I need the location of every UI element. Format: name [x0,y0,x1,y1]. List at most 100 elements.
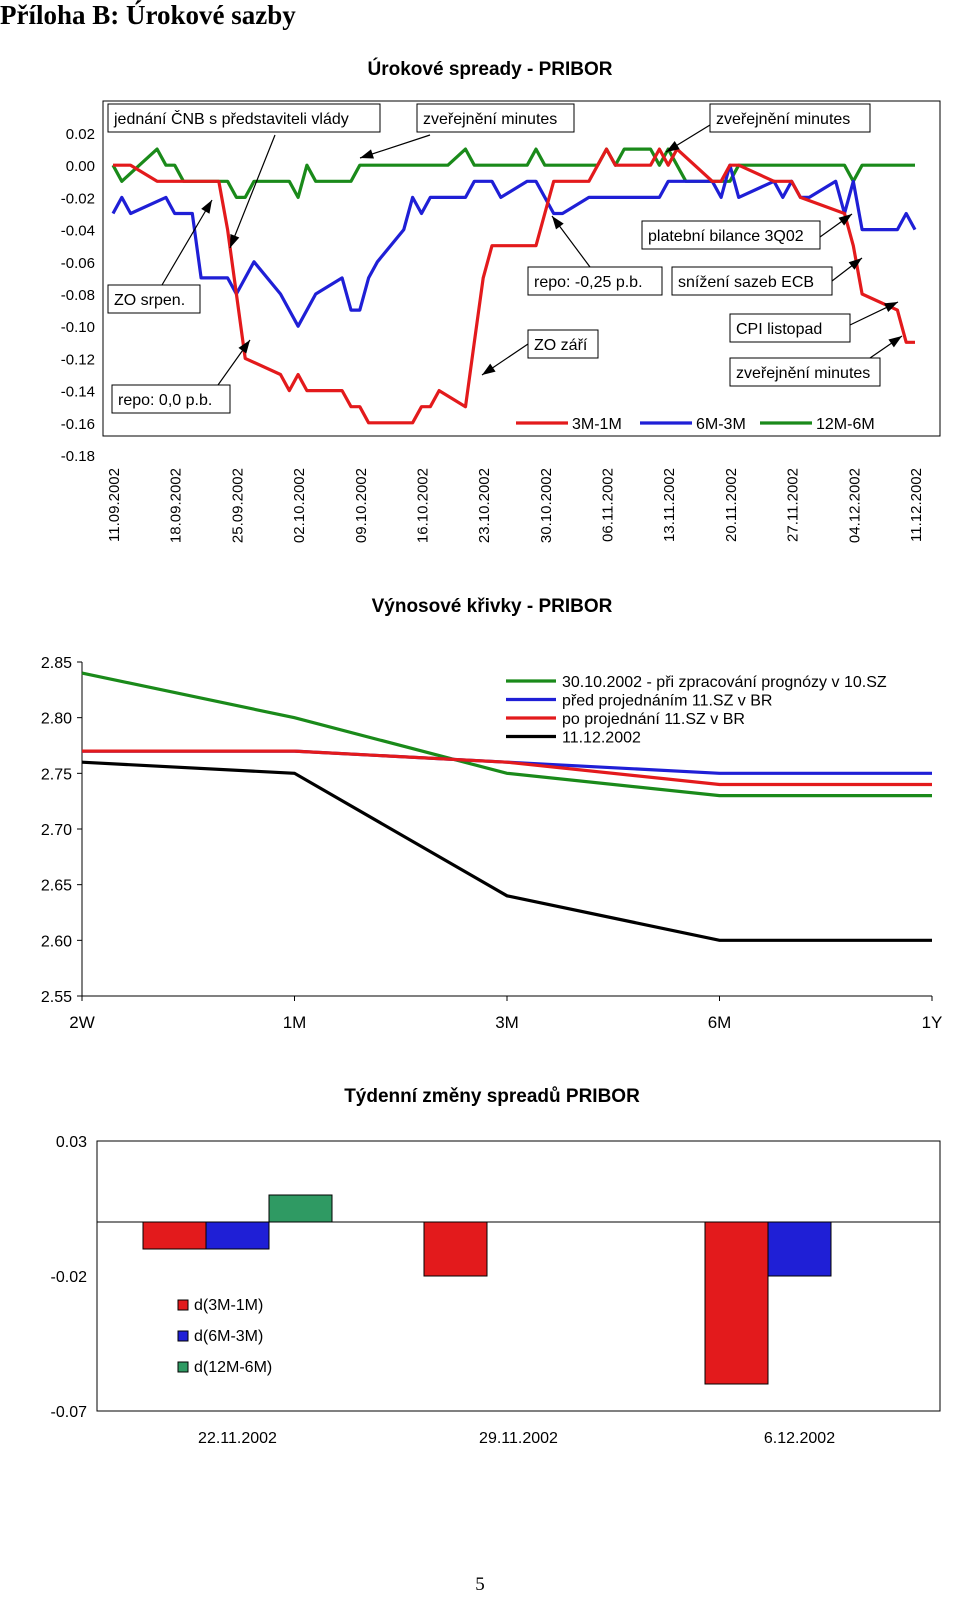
annotation-box [107,284,201,314]
page-heading: Příloha B: Úrokové sazby [0,0,296,30]
spreads-series-line-3M-1M [113,147,915,425]
weekly-bar [423,1221,488,1277]
weekly-bar [205,1221,270,1250]
weekly-legend-label: d(6M-3M) [194,1328,263,1345]
annotation-box [111,384,231,414]
annotation-arrow-head [482,363,496,375]
spreads-y-tick-label: -0.02 [61,190,95,207]
annotation-box [416,103,575,133]
yield-y-tick-label: 2.70 [41,822,72,839]
weekly-x-tick-label: 6.12.2002 [764,1430,835,1447]
page-number: 5 [475,1574,485,1595]
weekly-y-tick-label: -0.02 [51,1269,88,1286]
yield-x-tick-label: 1Y [922,1013,943,1032]
spreads-y-tick-label: -0.16 [61,416,95,433]
annotation-label: snížení sazeb ECB [678,274,814,291]
spreads-x-tick-label: 11.09.2002 [106,468,123,542]
annotation-box [527,266,663,296]
yield-y-tick-label: 2.75 [41,766,72,783]
yield-y-tick-label: 2.80 [41,711,72,728]
spreads-x-tick-label: 18.09.2002 [168,468,185,543]
annotation-box [729,313,851,343]
spreads-x-tick-label: 11.12.2002 [908,468,925,542]
spreads-x-tick-label: 20.11.2002 [723,468,740,542]
annotation-arrow-head [838,214,852,226]
annotation-arrow-line [229,134,276,249]
annotation-label: platební bilance 3Q02 [648,228,804,245]
annotation-box [641,220,821,250]
annotation-arrow-head [888,336,902,348]
yield-y-tick-label: 2.60 [41,933,72,950]
spreads-x-tick-label: 04.12.2002 [846,468,863,543]
annotation-box [107,103,381,133]
yield-curve-chart-title: Výnosové křivky - PRIBOR [372,596,613,617]
annotation-label: zveřejnění minutes [736,365,870,382]
weekly-bar [268,1194,333,1223]
spreads-legend-label: 6M-3M [696,416,746,433]
spreads-x-tick-label: 02.10.2002 [291,468,308,543]
weekly-legend-label: d(3M-1M) [194,1297,263,1314]
spreads-y-tick-label: -0.06 [61,255,95,272]
yield-x-tick-label: 1M [283,1013,307,1032]
weekly-legend-swatch [177,1299,189,1311]
annotation-label: ZO září [534,337,588,354]
spreads-chart-title: Úrokové spready - PRIBOR [368,58,613,80]
annotation-box [671,266,833,296]
yield-curve-chart: Výnosové křivky - PRIBOR 2.85 2.80 2.75 2.7… [41,596,943,1032]
spreads-x-tick-label: 23.10.2002 [476,468,493,543]
weekly-bar [142,1221,207,1250]
yield-x-tick-label: 3M [495,1013,519,1032]
yield-series-line [81,671,932,798]
spreads-x-tick-label: 16.10.2002 [414,468,431,543]
annotation-arrow-head [360,149,374,159]
annotation-arrow-head [552,216,564,230]
annotation-arrow-line [161,199,213,286]
weekly-bar [767,1221,832,1277]
annotation-box [527,329,599,359]
annotation-label: repo: 0,0 p.b. [118,392,212,409]
annotation-arrow-head [238,340,250,354]
spreads-y-tick-label: -0.08 [61,287,95,304]
weekly-bar [704,1221,769,1385]
yield-y-tick-label: 2.55 [41,989,72,1006]
spreads-x-tick-label: 30.10.2002 [538,468,555,543]
weekly-changes-chart: Týdenní změny spreadů PRIBOR 0.03 -0.02 -0… [51,1086,941,1447]
yield-legend-label: po projednání 11.SZ v BR [562,711,745,728]
yield-x-tick-label: 6M [708,1013,732,1032]
spreads-y-tick-label: -0.10 [61,319,95,336]
yield-series-line [81,760,932,942]
yield-x-tick-label: 2W [69,1013,95,1032]
yield-legend-label: 30.10.2002 - při zpracování prognózy v 1… [562,674,887,691]
weekly-legend-swatch [177,1330,189,1342]
spreads-y-tick-label: -0.04 [61,223,95,240]
annotation-label: ZO srpen. [114,292,185,309]
weekly-x-tick-label: 22.11.2002 [198,1430,277,1447]
annotation-label: CPI listopad [736,321,822,338]
yield-y-tick-label: 2.65 [41,878,72,895]
weekly-x-tick-label: 29.11.2002 [479,1430,558,1447]
annotation-box [729,357,881,387]
annotation-label: repo: -0,25 p.b. [534,274,643,291]
spreads-y-tick-label: 0.02 [66,126,95,143]
annotation-arrow-head [848,258,862,270]
yield-series-line [82,749,932,787]
annotation-label: zveřejnění minutes [423,111,557,128]
spreads-x-tick-label: 27.11.2002 [785,468,802,542]
weekly-changes-chart-title: Týdenní změny spreadů PRIBOR [344,1086,640,1107]
spreads-legend-label: 12M-6M [816,416,875,433]
weekly-legend-label: d(12M-6M) [194,1359,272,1376]
annotation-box [709,103,871,133]
spreads-x-tick-label: 13.11.2002 [661,468,678,542]
annotation-label: jednání ČNB s představiteli vlády [113,109,349,128]
spreads-legend-label: 3M-1M [572,416,622,433]
annotation-arrow-head [884,302,898,313]
annotation-arrow-head [201,200,212,214]
spreads-x-tick-label: 25.09.2002 [229,468,246,543]
yield-legend-label: před projednáním 11.SZ v BR [562,693,772,710]
weekly-y-tick-label: -0.07 [51,1404,88,1421]
spreads-chart: Úrokové spready - PRIBOR 0.02 0.00 -0.02 -0… [61,58,941,543]
spreads-y-tick-label: -0.14 [61,384,95,401]
spreads-y-tick-label: -0.18 [61,448,95,465]
spreads-x-tick-label: 06.11.2002 [600,468,617,542]
yield-legend-label: 11.12.2002 [562,730,641,747]
